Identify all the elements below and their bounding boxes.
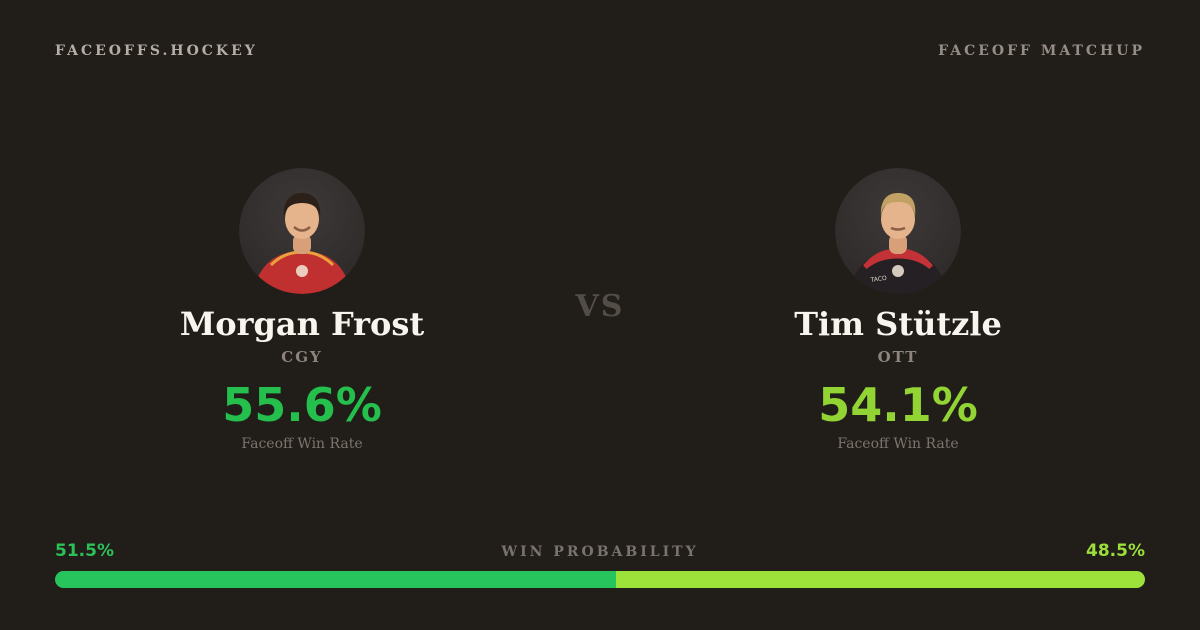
player-card-right: TACO Tim Stützle OTT 54.1% Faceoff Win R… [698, 168, 1098, 452]
player-win-rate: 55.6% [222, 377, 382, 432]
win-probability-left-pct: 51.5% [55, 541, 114, 561]
player-avatar-morgan-frost [239, 168, 365, 294]
player-team: OTT [877, 347, 919, 366]
player-team: CGY [281, 347, 323, 366]
win-rate-label: Faceoff Win Rate [837, 435, 959, 452]
win-probability-bar-left [55, 571, 617, 588]
win-rate-label: Faceoff Win Rate [241, 435, 363, 452]
page-title: FACEOFF MATCHUP [938, 43, 1145, 59]
win-probability-labels: 51.5% WIN PROBABILITY 48.5% [55, 541, 1145, 561]
win-probability-bar-right [616, 571, 1145, 588]
win-probability-right-pct: 48.5% [1086, 541, 1145, 561]
player-avatar-tim-stutzle: TACO [835, 168, 961, 294]
player-name: Morgan Frost [179, 305, 425, 343]
win-probability-title: WIN PROBABILITY [501, 544, 699, 560]
player-win-rate: 54.1% [818, 377, 978, 432]
brand-logo: FACEOFFS.HOCKEY [55, 43, 258, 59]
svg-text:TACO: TACO [869, 275, 887, 284]
vs-label: VS [575, 289, 625, 324]
win-probability-bar [55, 571, 1145, 588]
player-name: Tim Stützle [794, 305, 1002, 343]
player-card-left: Morgan Frost CGY 55.6% Faceoff Win Rate [102, 168, 502, 452]
header: FACEOFFS.HOCKEY FACEOFF MATCHUP [55, 43, 1145, 59]
